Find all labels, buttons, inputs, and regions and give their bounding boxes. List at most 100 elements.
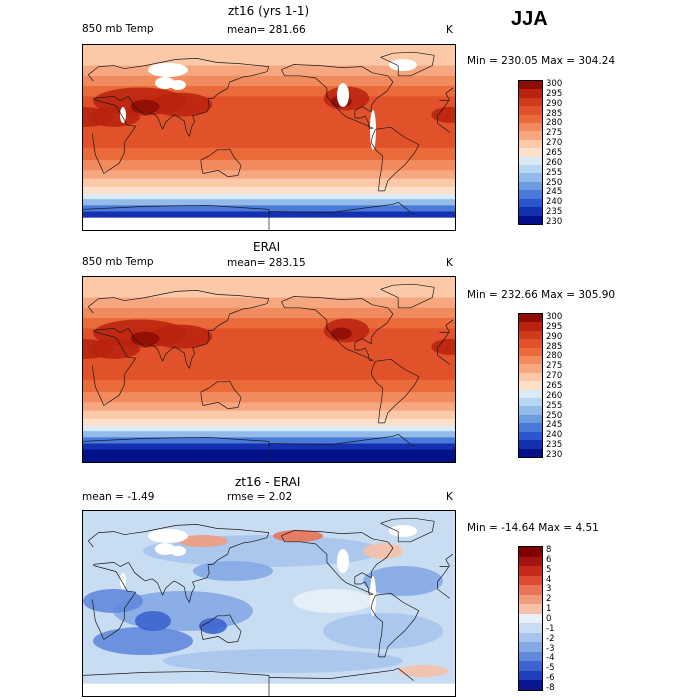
field-band: [83, 147, 455, 161]
colorbar-tick-label: 290: [546, 331, 563, 342]
colorbar-tick-label: 5: [546, 564, 552, 575]
colorbar-tick-label: 230: [546, 217, 563, 227]
colorbar-swatch: [519, 181, 542, 191]
field-band: [83, 307, 455, 319]
colorbar-swatch: [519, 131, 542, 140]
panel-3-unit: K: [446, 491, 453, 503]
field-patch: [273, 530, 323, 542]
colorbar-tick-label: 255: [546, 400, 563, 411]
colorbar-tick-label: 260: [546, 157, 563, 168]
colorbar-tick-label: 285: [546, 341, 563, 352]
colorbar-tick-label: 240: [546, 430, 563, 441]
colorbar-tick-label: 2: [546, 594, 552, 605]
field-band: [83, 431, 455, 438]
field-band: [83, 122, 455, 149]
colorbar-tick-label: 300: [546, 312, 563, 322]
colorbar-swatch: [519, 680, 542, 690]
field-hotspot: [88, 106, 140, 127]
missing-data-patch: [155, 77, 175, 89]
colorbar-tick-label: 275: [546, 361, 563, 372]
colorbar-tick-label: 300: [546, 79, 563, 89]
colorbar-swatch: [519, 448, 542, 457]
field-hotspot: [150, 92, 213, 117]
panel-1-field: [83, 45, 455, 230]
colorbar-tick-label: 6: [546, 554, 552, 565]
colorbar-tick-label: 260: [546, 390, 563, 401]
field-hotspot: [130, 99, 160, 114]
field-band: [83, 160, 455, 171]
missing-data-patch: [389, 525, 417, 537]
colorbar-swatch: [519, 406, 542, 415]
missing-data-patch: [170, 546, 186, 556]
colorbar-swatch: [519, 398, 542, 407]
colorbar-tick-label: 235: [546, 207, 563, 218]
colorbar-swatch: [519, 556, 542, 567]
panel-1-title: zt16 (yrs 1-1): [228, 4, 310, 18]
field-band: [83, 75, 455, 87]
field-band: [83, 205, 455, 212]
colorbar-swatch: [519, 604, 542, 614]
field-band: [83, 437, 455, 444]
colorbar-tick-label: 240: [546, 197, 563, 208]
missing-data-patch: [170, 80, 186, 90]
colorbar-swatch: [519, 440, 542, 449]
field-band: [83, 170, 455, 180]
panel-1-colorbar: [518, 80, 543, 225]
field-patch: [163, 649, 403, 673]
colorbar-swatch: [519, 575, 542, 586]
colorbar-tick-label: -3: [546, 643, 555, 654]
colorbar-tick-label: 230: [546, 450, 563, 460]
colorbar-swatch: [519, 623, 542, 633]
panel-1-variable: 850 mb Temp: [82, 23, 154, 35]
missing-data-patch: [148, 529, 188, 543]
colorbar-tick-label: 280: [546, 118, 563, 129]
field-band: [83, 45, 455, 67]
colorbar-tick-label: 275: [546, 128, 563, 139]
colorbar-swatch: [519, 97, 542, 107]
field-band: [83, 178, 455, 188]
colorbar-swatch: [519, 423, 542, 432]
colorbar-swatch: [519, 547, 542, 557]
colorbar-swatch: [519, 585, 542, 595]
panel-2-unit: K: [446, 257, 453, 269]
colorbar-swatch: [519, 173, 542, 182]
colorbar-swatch: [519, 642, 542, 652]
panel-1-unit: K: [446, 24, 453, 36]
colorbar-swatch: [519, 364, 542, 373]
panel-2-title: ERAI: [253, 240, 281, 254]
missing-data-patch: [389, 59, 417, 71]
field-band: [83, 418, 455, 427]
colorbar-swatch: [519, 339, 542, 348]
colorbar-swatch: [519, 190, 542, 199]
panel-2-field: [83, 277, 455, 462]
colorbar-tick-label: 295: [546, 321, 563, 332]
panel-2-mean: mean= 283.15: [227, 257, 306, 269]
field-patch: [293, 589, 373, 613]
field-hotspot: [88, 338, 140, 359]
colorbar-tick-label: 295: [546, 88, 563, 99]
colorbar-swatch: [519, 661, 542, 671]
field-band: [83, 65, 455, 77]
panel-3-map: [82, 510, 456, 697]
panel-3-colorbar: [518, 546, 543, 691]
field-band: [83, 277, 455, 299]
colorbar-tick-label: 270: [546, 371, 563, 382]
panel-1-minmax: Min = 230.05 Max = 304.24: [467, 55, 616, 67]
missing-data-patch: [120, 107, 126, 123]
colorbar-swatch: [519, 81, 542, 90]
colorbar-swatch: [519, 594, 542, 605]
colorbar-swatch: [519, 651, 542, 662]
field-band: [83, 426, 455, 432]
colorbar-tick-label: 280: [546, 351, 563, 362]
colorbar-tick-label: 255: [546, 167, 563, 178]
colorbar-tick-label: 0: [546, 614, 552, 624]
panel-2-variable: 850 mb Temp: [82, 256, 154, 268]
panel-1-map: [82, 44, 456, 231]
field-band: [83, 318, 455, 329]
colorbar-swatch: [519, 123, 542, 132]
field-patch: [178, 535, 228, 547]
field-patch: [93, 627, 193, 655]
colorbar-swatch: [519, 347, 542, 357]
colorbar-swatch: [519, 431, 542, 441]
colorbar-swatch: [519, 389, 542, 399]
